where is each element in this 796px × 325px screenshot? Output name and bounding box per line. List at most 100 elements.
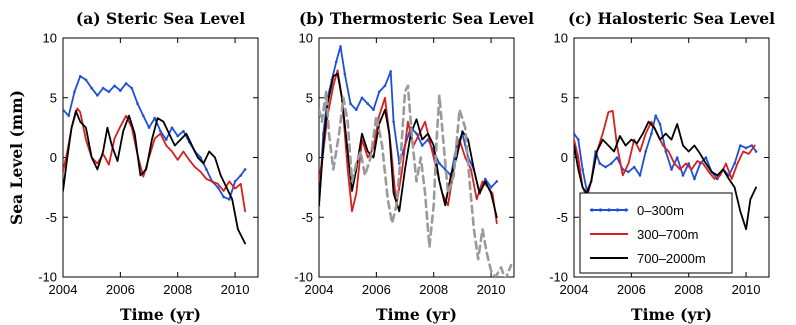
series-point xyxy=(704,156,708,159)
series-point xyxy=(78,74,82,78)
legend-label: 700–2000m xyxy=(637,251,706,266)
series-line-700-2000m xyxy=(574,120,757,231)
legend-swatch-dot xyxy=(615,208,620,212)
x-tick-label: 2006 xyxy=(617,282,646,297)
series-point xyxy=(243,168,247,171)
series-point xyxy=(147,126,151,129)
series-line-700-2000m xyxy=(63,110,246,245)
series-line-0-300m xyxy=(63,75,246,201)
series-point xyxy=(73,90,76,94)
series-point xyxy=(574,132,576,135)
series-point xyxy=(124,82,128,85)
y-tick-label: -10 xyxy=(549,270,568,285)
series-point xyxy=(744,146,748,150)
y-tick-label: 0 xyxy=(561,150,568,165)
series-point xyxy=(90,86,93,90)
series-point xyxy=(415,132,418,135)
series-point xyxy=(339,45,342,48)
series-point xyxy=(581,168,584,171)
series-point xyxy=(182,129,185,133)
x-tick-label: 2008 xyxy=(163,282,192,297)
series-point xyxy=(681,174,685,177)
y-tick-label: 0 xyxy=(306,150,313,165)
legend-label: 0–300m xyxy=(637,203,684,218)
series-point xyxy=(739,144,742,147)
y-tick-label: -10 xyxy=(38,270,57,285)
series-point xyxy=(750,144,754,147)
series-point xyxy=(176,134,180,138)
series-point xyxy=(670,168,673,171)
series-point xyxy=(632,165,636,169)
y-tick-label: -5 xyxy=(556,210,568,225)
series-line-0-300m xyxy=(319,45,498,207)
y-tick-label: -5 xyxy=(301,210,313,225)
series-point xyxy=(577,138,580,141)
series-line-300-700m xyxy=(63,107,246,213)
x-tick-label: 2008 xyxy=(674,282,703,297)
series-point xyxy=(644,150,647,153)
chart-title: (a) Steric Sea Level xyxy=(76,9,245,28)
series-point xyxy=(693,177,696,181)
series-point xyxy=(754,150,758,153)
series-point xyxy=(119,89,122,92)
series-point xyxy=(130,86,134,90)
y-tick-label: 5 xyxy=(50,90,57,105)
series-line-300-700m xyxy=(574,110,756,198)
plot-area xyxy=(574,110,758,231)
x-axis-label: Time (yr) xyxy=(376,305,457,324)
series-point xyxy=(205,168,208,171)
series-point xyxy=(63,108,65,111)
series-point xyxy=(136,102,139,106)
series-point xyxy=(438,162,441,165)
x-tick-label: 2010 xyxy=(732,282,761,297)
series-point xyxy=(228,198,231,201)
x-tick-label: 2004 xyxy=(305,282,334,297)
series-point xyxy=(84,78,88,82)
series-point xyxy=(222,195,225,199)
x-tick-label: 2004 xyxy=(560,282,589,297)
legend-swatch-dot xyxy=(607,208,611,212)
series-point xyxy=(638,174,642,177)
series-point xyxy=(170,126,174,129)
y-axis-label: Sea Level (mm) xyxy=(7,90,26,225)
series-point xyxy=(233,180,237,183)
x-tick-label: 2010 xyxy=(477,282,506,297)
x-tick-label: 2010 xyxy=(221,282,250,297)
series-point xyxy=(96,94,99,97)
y-tick-label: 10 xyxy=(554,31,568,46)
series-point xyxy=(392,120,395,123)
x-tick-label: 2006 xyxy=(106,282,135,297)
x-tick-label: 2008 xyxy=(419,282,448,297)
series-point xyxy=(107,90,111,94)
series-point xyxy=(343,72,347,76)
series-point xyxy=(349,102,352,106)
chart-title: (b) Thermosteric Sea Level xyxy=(299,9,534,28)
x-axis-label: Time (yr) xyxy=(631,305,712,324)
x-tick-label: 2004 xyxy=(49,282,78,297)
series-point xyxy=(113,84,116,88)
series-point xyxy=(675,156,679,159)
series-point xyxy=(199,156,202,159)
series-point xyxy=(420,144,424,147)
series-point xyxy=(159,129,162,133)
series-point xyxy=(67,114,71,117)
series-point xyxy=(389,70,392,73)
series-point xyxy=(598,162,602,165)
legend: 0–300m 300–700m 700–2000m xyxy=(579,192,733,274)
series-point xyxy=(153,116,157,120)
series-point xyxy=(360,96,364,100)
series-point xyxy=(164,138,168,141)
series-point xyxy=(101,86,105,90)
series-point xyxy=(609,162,613,165)
series-point xyxy=(650,132,653,135)
series-point xyxy=(664,150,668,153)
series-point xyxy=(216,186,220,189)
series-line-dashed xyxy=(319,84,513,277)
series-point xyxy=(615,156,619,159)
y-tick-label: -5 xyxy=(45,210,57,225)
y-tick-label: -10 xyxy=(294,270,313,285)
chart-title: (c) Halosteric Sea Level xyxy=(568,9,775,28)
